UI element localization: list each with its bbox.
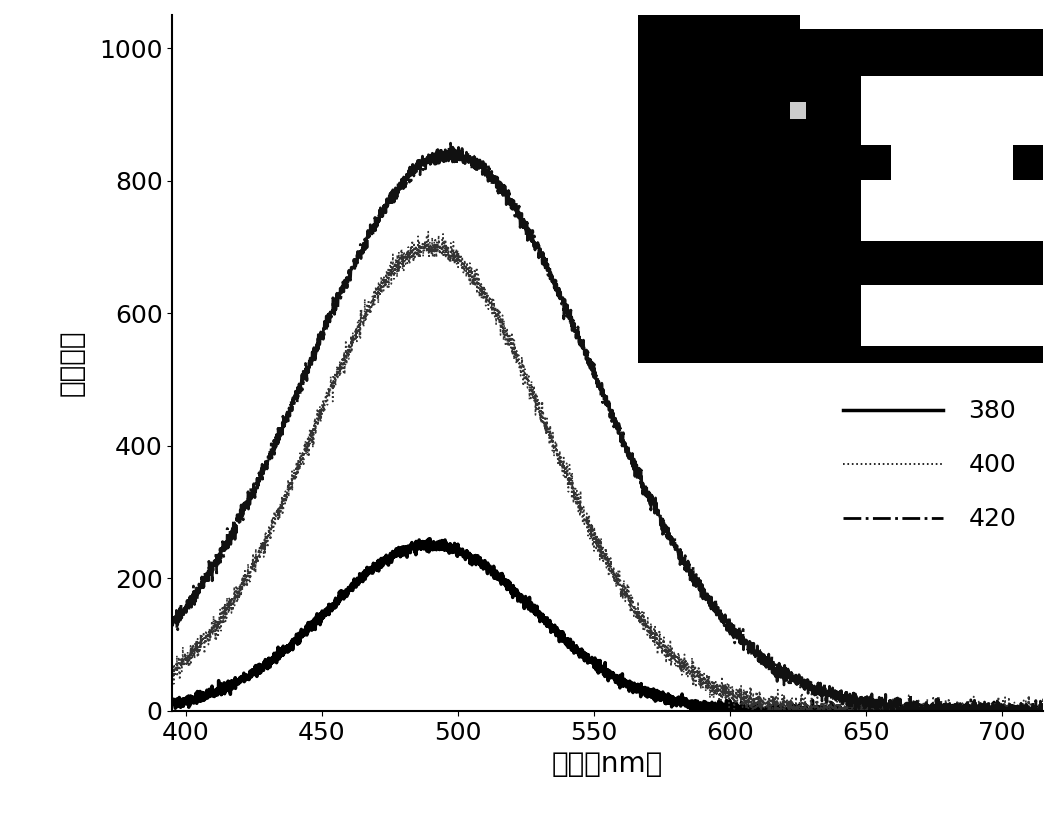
X-axis label: 波长（nm）: 波长（nm） xyxy=(552,751,663,778)
Legend: 380, 400, 420: 380, 400, 420 xyxy=(834,389,1026,541)
Y-axis label: 荧光强度: 荧光强度 xyxy=(57,330,86,397)
